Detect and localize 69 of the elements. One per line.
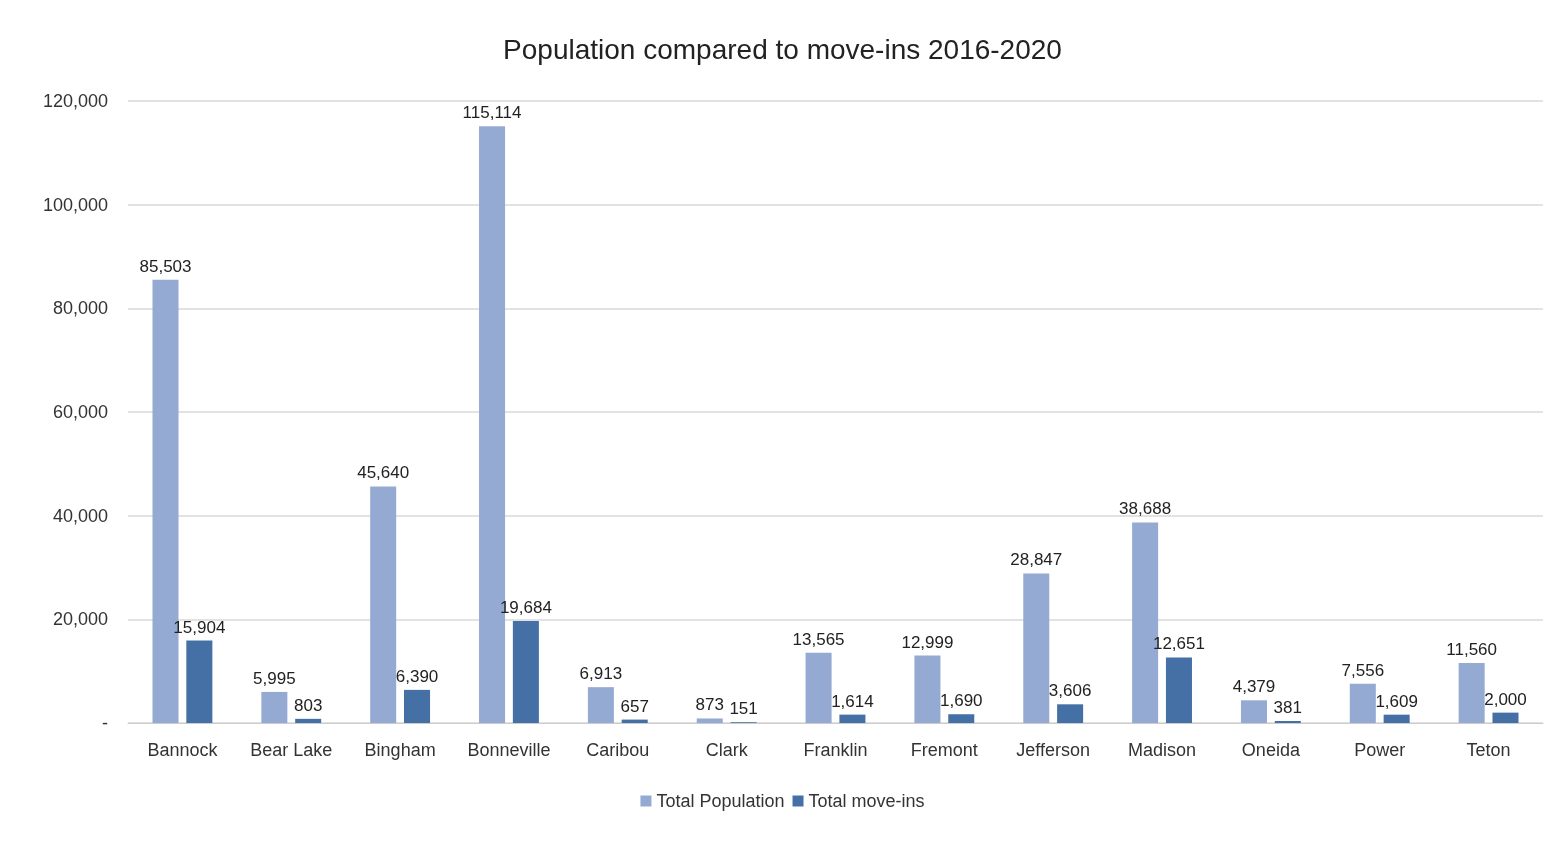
- bar: [1240, 700, 1267, 723]
- data-label: 11,560: [1446, 640, 1498, 660]
- data-label: 45,640: [357, 463, 410, 483]
- y-tick-label: 60,000: [52, 402, 108, 422]
- x-tick-label: Madison: [1128, 740, 1197, 760]
- bar: [404, 689, 431, 723]
- bar: [1492, 712, 1519, 723]
- data-label: 1,614: [831, 691, 874, 711]
- y-tick-label: 80,000: [52, 298, 108, 319]
- bar: [370, 486, 397, 723]
- x-tick-label: Franklin: [803, 740, 868, 760]
- data-label: 1,690: [939, 691, 983, 711]
- bar: [295, 718, 322, 723]
- y-tick-label: 20,000: [52, 609, 108, 630]
- bar: [696, 718, 723, 723]
- y-tick-label: 120,000: [42, 91, 108, 111]
- data-label: 5,995: [253, 668, 296, 688]
- x-tick-label: Caribou: [586, 740, 650, 760]
- bar: [261, 691, 288, 723]
- bar: [948, 714, 975, 723]
- bar: [914, 655, 941, 723]
- chart-title: Population compared to move-ins 2016-2020: [503, 33, 1062, 65]
- x-tick-label: Bonneville: [467, 740, 551, 760]
- legend-label: Total Population: [656, 791, 785, 811]
- data-label: 381: [1273, 698, 1302, 718]
- data-label: 1,609: [1375, 691, 1418, 711]
- y-tick-label: 100,000: [42, 194, 108, 215]
- data-label: 873: [695, 695, 724, 715]
- y-tick-label: -: [102, 713, 108, 733]
- data-label: 19,684: [499, 597, 552, 617]
- x-tick-label: Bingham: [364, 740, 436, 760]
- data-label: 15,904: [173, 617, 226, 637]
- data-label: 7,556: [1341, 660, 1385, 680]
- x-tick-label: Jefferson: [1016, 740, 1091, 760]
- y-tick-label: 40,000: [52, 505, 108, 526]
- data-label: 151: [729, 699, 758, 719]
- data-label: 85,503: [139, 256, 192, 276]
- bar: [805, 652, 832, 723]
- data-label: 657: [620, 696, 649, 716]
- data-label: 115,114: [462, 103, 522, 123]
- x-tick-label: Bear Lake: [250, 740, 333, 760]
- bar: [1383, 714, 1410, 723]
- data-label: 803: [294, 695, 323, 715]
- x-tick-label: Bannock: [147, 740, 219, 760]
- data-label: 13,565: [792, 629, 845, 649]
- data-label: 2,000: [1484, 689, 1527, 709]
- data-label: 4,379: [1232, 677, 1276, 697]
- bar: [1349, 683, 1376, 723]
- x-tick-label: Teton: [1466, 740, 1511, 760]
- legend-label: Total move-ins: [808, 791, 925, 811]
- data-label: 6,913: [579, 664, 623, 684]
- bar: [1458, 663, 1485, 723]
- bar: [186, 640, 213, 723]
- bar: [1057, 704, 1084, 723]
- data-label: 12,999: [901, 632, 954, 652]
- x-tick-label: Fremont: [910, 740, 978, 760]
- data-label: 12,651: [1152, 634, 1205, 654]
- data-label: 6,390: [395, 666, 439, 686]
- bar: [1023, 573, 1050, 723]
- bar: [587, 687, 614, 723]
- bar: [512, 620, 539, 723]
- data-label: 38,688: [1119, 499, 1172, 519]
- bar: [839, 714, 866, 723]
- bar: [1165, 657, 1192, 723]
- x-tick-label: Oneida: [1241, 740, 1301, 760]
- data-label: 28,847: [1010, 550, 1063, 570]
- data-label: 3,606: [1048, 681, 1092, 701]
- x-tick-label: Power: [1354, 740, 1406, 760]
- x-tick-label: Clark: [705, 740, 749, 760]
